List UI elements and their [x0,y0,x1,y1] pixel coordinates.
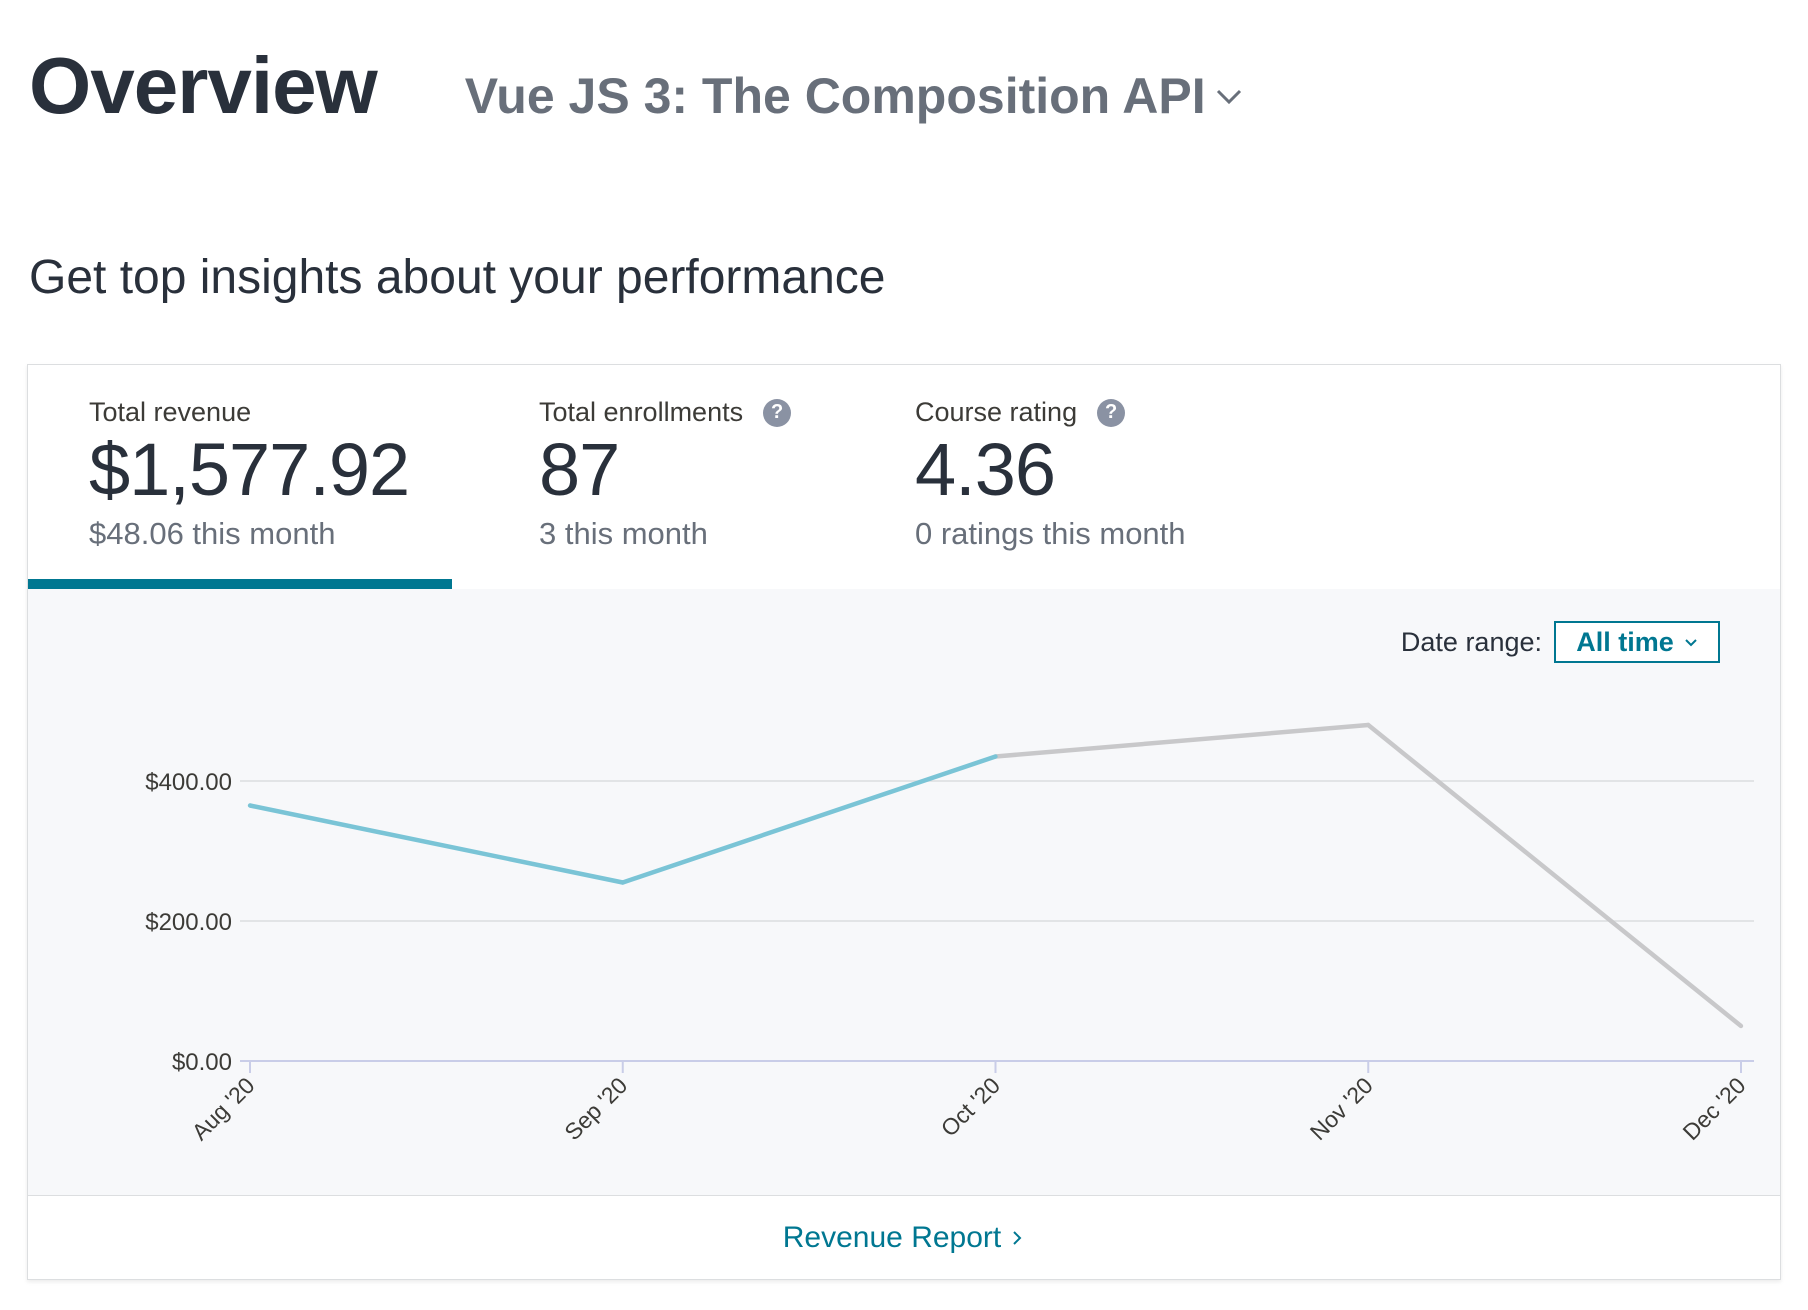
course-selector[interactable]: Vue JS 3: The Composition API [465,67,1244,125]
chevron-down-icon [1685,639,1697,647]
x-tick-label: Sep '20 [559,1072,632,1145]
y-tick-label: $200.00 [145,909,232,936]
active-tab-indicator [28,579,452,590]
date-range-dropdown[interactable]: All time [1554,621,1720,663]
revenue-report-link[interactable]: Revenue Report [28,1195,1780,1281]
tab-total-enrollments[interactable]: Total enrollments ? 87 3 this month [452,365,827,589]
enrollments-this-month: 3 this month [539,516,708,551]
data-point [620,880,625,885]
revenue-this-month: $48.06 this month [89,516,336,551]
data-point [993,754,998,759]
y-tick-label: $0.00 [172,1049,232,1076]
metric-tabs: Total revenue $1,577.92 $48.06 this mont… [28,365,1780,590]
tab-label: Total enrollments ? [539,397,792,428]
tab-label: Total revenue [89,397,409,428]
chevron-down-icon [1216,89,1241,105]
tab-label-text: Course rating [915,397,1078,427]
tab-label-text: Total revenue [89,397,252,427]
course-selector-label: Vue JS 3: The Composition API [464,68,1206,124]
insights-heading: Get top insights about your performance [29,251,886,304]
data-point [247,803,253,808]
revenue-chart: $0.00 $200.00 $400.00 Aug '20 Sep '20 Oct '20… [145,722,1754,1145]
series-line [249,754,997,885]
data-point [1738,1023,1744,1029]
data-point [1366,722,1371,728]
page-header: Overview Vue JS 3: The Composition API [29,40,1244,132]
page-title: Overview [29,41,378,130]
date-range-label: Date range: [1400,626,1542,657]
tab-total-revenue[interactable]: Total revenue $1,577.92 $48.06 this mont… [28,365,452,590]
ratings-this-month: 0 ratings this month [915,516,1186,551]
series-line-projected [995,722,1743,1028]
revenue-report-label: Revenue Report [782,1221,1002,1254]
x-tick-label: Dec '20 [1678,1072,1751,1145]
help-icon[interactable]: ? [763,398,792,427]
x-tick-label: Oct '20 [936,1072,1005,1141]
total-revenue-value: $1,577.92 [89,428,410,511]
help-icon[interactable]: ? [1097,398,1126,427]
performance-card: Total revenue $1,577.92 $48.06 this mont… [27,364,1781,1280]
y-tick-label: $400.00 [145,769,232,796]
total-enrollments-value: 87 [539,428,620,511]
tab-label: Course rating ? [915,397,1186,428]
chart-area: $0.00 $200.00 $400.00 Aug '20 Sep '20 Oct '20… [28,589,1780,1196]
course-rating-value: 4.36 [915,428,1056,511]
chevron-right-icon [1013,1231,1022,1245]
x-tick-label: Nov '20 [1305,1072,1378,1145]
tab-course-rating[interactable]: Course rating ? 4.36 0 ratings this mont… [827,365,1227,589]
date-range-value: All time [1576,626,1674,657]
tab-label-text: Total enrollments [539,397,744,427]
x-tick-label: Aug '20 [186,1072,259,1145]
date-range: Date range: All time [1401,621,1720,663]
